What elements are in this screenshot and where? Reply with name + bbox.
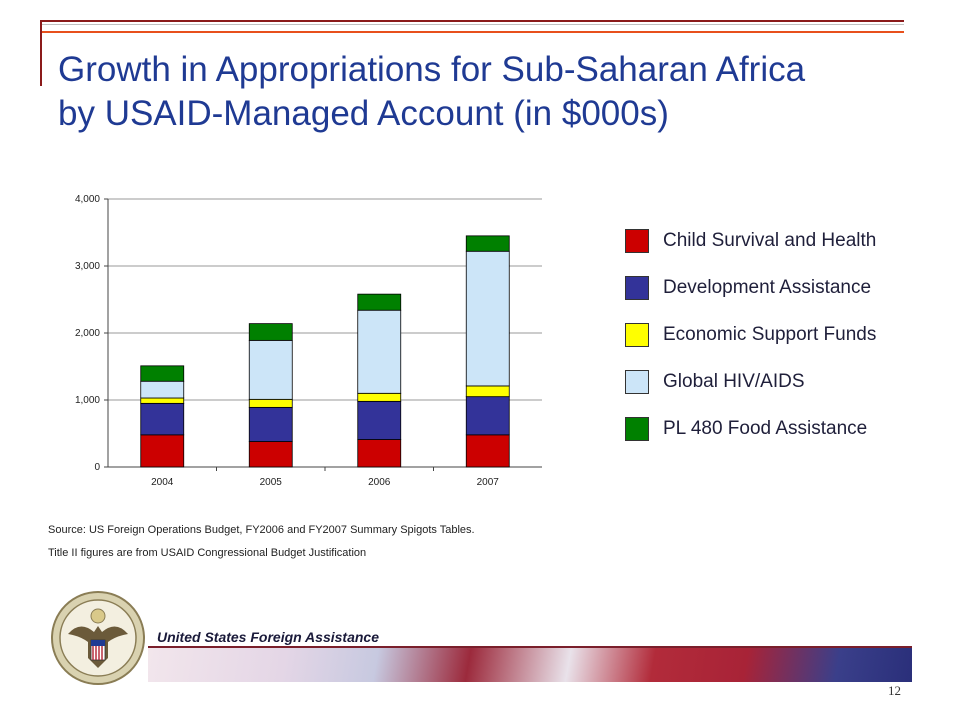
bar-segment [140, 365, 185, 382]
frame-top-rule [40, 20, 904, 22]
stacked-bar-chart: 0 1,000 2,000 3,000 4,000 2004 2005 2006 2007 [75, 194, 542, 488]
y-tick-label: 3,000 [75, 261, 100, 272]
bar-segment [248, 441, 293, 468]
x-tick-label: 2005 [260, 477, 283, 488]
bar-segment [465, 396, 510, 436]
frame-accent-rule [40, 31, 904, 33]
x-tick-label: 2007 [477, 477, 500, 488]
title-line-1: Growth in Appropriations for Sub-Saharan… [58, 50, 806, 89]
great-seal-icon [51, 591, 145, 685]
bar-segment [465, 235, 510, 252]
page-number: 12 [888, 683, 901, 698]
legend-item: Economic Support Funds [625, 322, 876, 348]
bar-segment [140, 397, 185, 404]
chart-legend: Child Survival and Health Development Ass… [625, 228, 876, 463]
legend-item: Development Assistance [625, 275, 876, 301]
legend-label: Development Assistance [663, 277, 872, 298]
bar-segment [140, 434, 185, 468]
legend-label: Child Survival and Health [663, 230, 877, 251]
banner-rule [148, 646, 912, 648]
legend-item: Global HIV/AIDS [625, 369, 876, 395]
legend-swatch [625, 229, 649, 253]
legend-label: Global HIV/AIDS [663, 371, 805, 392]
bar-segment [248, 339, 293, 400]
title-ii-note: Title II figures are from USAID Congress… [48, 547, 367, 559]
bar-segment [357, 392, 402, 402]
bar-segment [357, 293, 402, 311]
legend-item: Child Survival and Health [625, 228, 876, 254]
slide-title: Growth in Appropriations for Sub-Saharan… [58, 48, 938, 136]
legend-label: PL 480 Food Assistance [663, 418, 868, 439]
y-tick-label: 1,000 [75, 395, 100, 406]
y-tick-label: 4,000 [75, 194, 100, 205]
legend-swatch [625, 417, 649, 441]
legend-swatch [625, 370, 649, 394]
legend-swatch [625, 276, 649, 300]
legend-swatch [625, 323, 649, 347]
source-note: Source: US Foreign Operations Budget, FY… [48, 524, 475, 536]
frame-top-rule-thin [40, 24, 904, 25]
bar-segment [465, 385, 510, 398]
organization-name: United States Foreign Assistance [157, 629, 379, 645]
x-tick-label: 2006 [368, 477, 391, 488]
bar-segment [140, 402, 185, 436]
bar-segment [248, 398, 293, 408]
bar-segment [465, 434, 510, 468]
frame-left-rule [40, 20, 42, 86]
legend-label: Economic Support Funds [663, 324, 877, 345]
bar-segment [248, 323, 293, 341]
x-tick-label: 2004 [151, 477, 174, 488]
bar-segment [140, 380, 185, 399]
title-line-2: by USAID-Managed Account (in $000s) [58, 94, 669, 133]
bar-segment [465, 250, 510, 387]
y-tick-label: 2,000 [75, 328, 100, 339]
y-tick-label: 0 [94, 462, 100, 473]
legend-item: PL 480 Food Assistance [625, 416, 876, 442]
bar-segment [357, 439, 402, 468]
bar-segment [357, 400, 402, 440]
bar-segment [357, 309, 402, 394]
flag-banner [148, 646, 912, 682]
bar-segment [248, 406, 293, 442]
